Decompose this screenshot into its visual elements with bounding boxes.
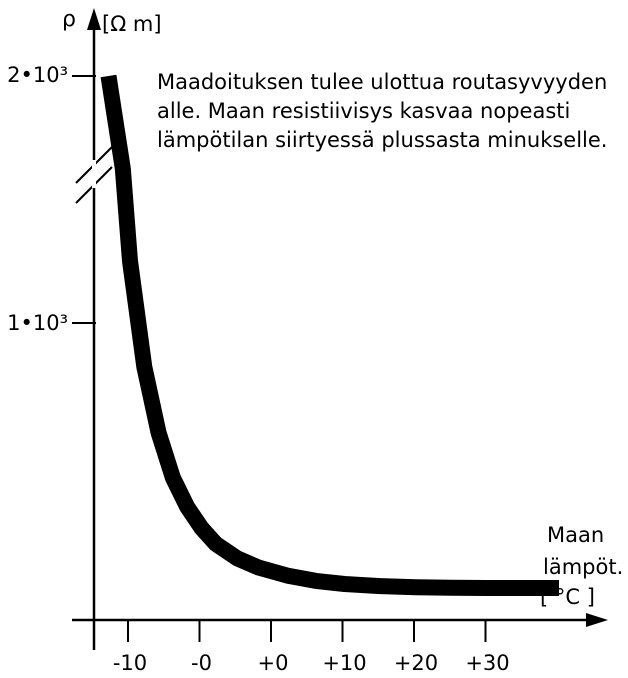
y-axis-unit: [Ω m] [102,12,162,36]
y-axis-symbol: ρ [62,7,76,32]
x-axis-label: Maan [547,523,604,547]
x-axis-arrow-icon [586,613,608,627]
x-ticks: -10 -0 +0 +10 +20 +30 [113,620,510,675]
series-line [100,74,559,596]
annotation-line: alle. Maan resistiivisys kasvaa nopeasti [157,99,570,123]
x-axis-label: lämpöt. [543,555,623,579]
x-tick-label: -0 [191,651,212,675]
x-tick-label: +0 [258,651,289,675]
x-tick-label: +30 [465,651,509,675]
x-tick-label: +10 [322,651,366,675]
x-tick-label: +20 [394,651,438,675]
annotation-line: Maadoituksen tulee ulottua routasyvyyden [157,70,607,94]
y-axis-arrow-icon [87,8,101,30]
y-tick-label: 1•10³ [7,311,68,335]
x-tick-label: -10 [113,651,147,675]
y-tick-label: 2•10³ [7,63,68,87]
x-axis-unit: [ °C ] [540,585,595,609]
annotation-line: lämpötilan siirtyessä plussasta minuksel… [157,128,608,152]
